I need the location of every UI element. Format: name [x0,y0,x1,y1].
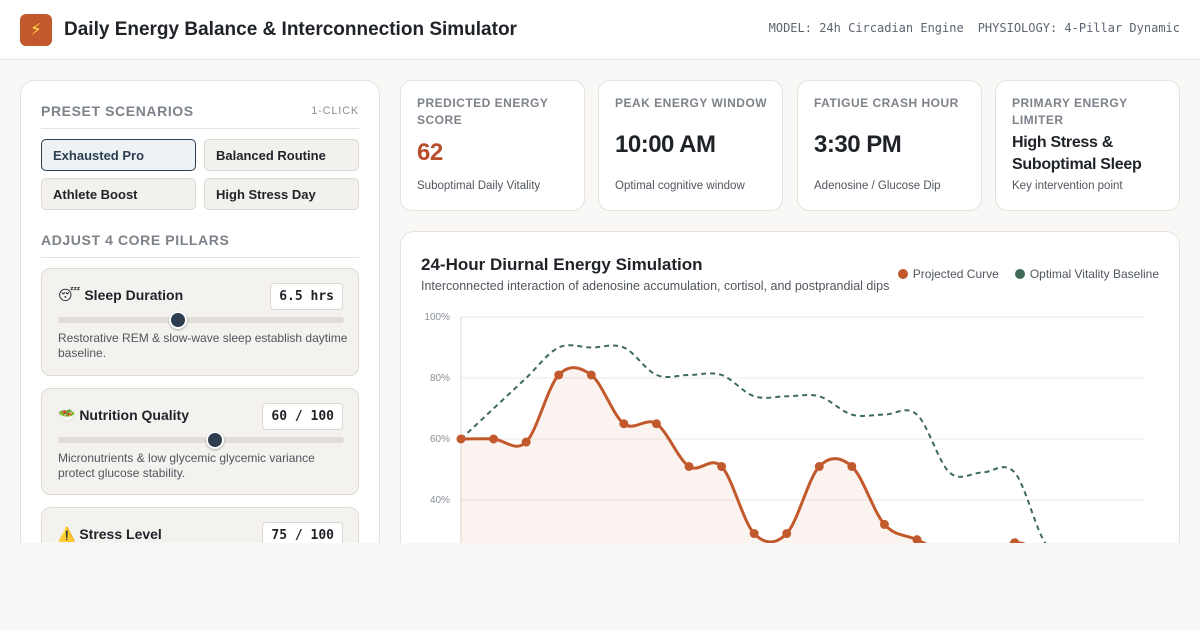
projected-series-line [459,366,1026,543]
sleep-duration-label: 😴 Sleep Duration [58,287,184,303]
chart-panel: 24-Hour Diurnal Energy Simulation Interc… [400,231,1180,543]
projected-data-point [749,529,759,539]
y-tick-label: 40% [430,495,450,506]
energy-score-label: PREDICTED ENERGY SCORE [417,96,549,127]
preset-athlete-boost[interactable]: Athlete Boost [41,178,196,210]
energy-limiter-card: PRIMARY ENERGY LIMITER High Stress & Sub… [995,80,1180,211]
pillars-section-title: ADJUST 4 CORE PILLARS [41,232,230,248]
preset-exhausted-pro[interactable]: Exhausted Pro [41,139,196,171]
projected-data-point [782,529,792,539]
crash-hour-value: 3:30 PM [814,131,902,158]
physiology-label: PHYSIOLOGY: 4-Pillar Dynamic [977,21,1180,35]
y-tick-label: 80% [430,373,450,384]
crash-hour-subtext: Adenosine / Glucose Dip [814,180,941,192]
peak-window-subtext: Optimal cognitive window [615,180,745,192]
projected-data-point [912,535,922,543]
stress-level-value: 75 / 100 [262,522,343,543]
projected-data-point [1010,538,1020,543]
sleep-duration-slider[interactable] [58,311,344,329]
crash-hour-card: FATIGUE CRASH HOUR 3:30 PM Adenosine / G… [797,80,982,211]
sleep-slider-thumb[interactable] [169,311,188,329]
y-tick-label: 60% [430,434,450,445]
projected-data-point [554,370,564,380]
legend-projected: Projected Curve [897,267,999,281]
chart-legend: Projected Curve Optimal Vitality Baselin… [897,267,1159,281]
projected-data-point [521,437,531,447]
energy-score-card: PREDICTED ENERGY SCORE 62 Suboptimal Dai… [400,80,585,211]
nutrition-quality-value: 60 / 100 [262,403,343,430]
legend-baseline: Optimal Vitality Baseline [1014,267,1159,281]
projected-area-fill [461,367,1020,543]
preset-balanced-routine[interactable]: Balanced Routine [204,139,359,171]
peak-window-value: 10:00 AM [615,131,716,158]
y-tick-label: 100% [424,312,450,323]
projected-data-point [651,419,661,429]
nutrition-slider-thumb[interactable] [206,431,225,449]
sleep-duration-value: 6.5 hrs [270,283,343,310]
baseline-dot-icon [1014,269,1025,279]
preset-section-header: PRESET SCENARIOS 1-CLICK [41,101,359,129]
nutrition-quality-label: 🥗 Nutrition Quality [58,407,189,423]
peak-window-label: PEAK ENERGY WINDOW [615,96,768,110]
main-view: PRESET SCENARIOS 1-CLICK Exhausted Pro B… [0,60,1200,543]
projected-data-point [847,461,857,471]
energy-limiter-label: PRIMARY ENERGY LIMITER [1012,96,1128,127]
chart-title: 24-Hour Diurnal Energy Simulation [421,255,703,274]
energy-score-value: 62 [417,139,443,166]
preset-section-title: PRESET SCENARIOS [41,103,194,119]
energy-score-subtext: Suboptimal Daily Vitality [417,180,541,192]
legend-baseline-label: Optimal Vitality Baseline [1029,267,1159,281]
pillar-card-stress: ⚠️ Stress Level 75 / 100 [41,507,359,543]
nutrition-quality-slider[interactable] [58,431,344,449]
pillar-card-sleep: 😴 Sleep Duration 6.5 hrs Restorative REM… [41,268,359,376]
projected-data-point [586,370,596,380]
energy-chart: 20%40%60%80%100% [424,312,1145,543]
pillars-section-header: ADJUST 4 CORE PILLARS [41,230,359,258]
app-header: ⚡ Daily Energy Balance & Interconnection… [0,0,1200,60]
projected-data-point [619,419,629,429]
peak-window-card: PEAK ENERGY WINDOW 10:00 AM Optimal cogn… [598,80,783,211]
app-title: Daily Energy Balance & Interconnection S… [64,19,517,40]
sleep-duration-description: Restorative REM & slow-wave sleep establ… [58,331,348,360]
nutrition-quality-description: Micronutrients & low glycemic glycemic v… [58,451,315,480]
preset-high-stress-day[interactable]: High Stress Day [204,178,359,210]
projected-data-point [489,434,499,444]
projected-data-point [684,461,694,471]
one-click-tag: 1-CLICK [311,105,359,117]
projected-data-point [456,434,466,444]
header-meta: MODEL: 24h Circadian Engine PHYSIOLOGY: 4… [769,21,1180,35]
projected-dot-icon [897,269,908,279]
energy-limiter-subtext: Key intervention point [1012,180,1123,192]
chart-subtitle: Interconnected interaction of adenosine … [421,279,890,293]
legend-projected-label: Projected Curve [912,267,999,281]
energy-limiter-value: High Stress & Suboptimal Sleep [1012,134,1142,173]
pillar-card-nutrition: 🥗 Nutrition Quality 60 / 100 Micronutrie… [41,388,359,495]
stress-level-label: ⚠️ Stress Level [58,526,162,542]
lightning-bolt-icon: ⚡ [20,14,52,46]
crash-hour-label: FATIGUE CRASH HOUR [814,96,959,110]
projected-data-point [814,461,824,471]
control-panel: PRESET SCENARIOS 1-CLICK Exhausted Pro B… [20,80,380,543]
projected-data-point [717,461,727,471]
model-label: MODEL: 24h Circadian Engine [768,21,964,35]
projected-data-point [879,519,889,529]
